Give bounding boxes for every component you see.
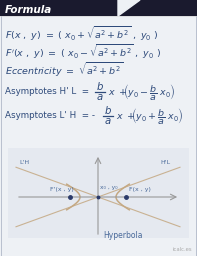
Text: $F(x\ ,\ y)\ =\ (\ x_0 + \sqrt{a^2+b^2}\ ,\ y_0\ )$: $F(x\ ,\ y)\ =\ (\ x_0 + \sqrt{a^2+b^2}\… bbox=[5, 25, 158, 43]
Text: F'(x , y): F'(x , y) bbox=[50, 187, 74, 193]
Text: $Eccentricity\ =\ \sqrt{a^2+b^2}$: $Eccentricity\ =\ \sqrt{a^2+b^2}$ bbox=[5, 61, 123, 79]
Text: icalc.es: icalc.es bbox=[172, 247, 192, 252]
Text: b: b bbox=[97, 82, 103, 92]
Text: Asymptotes L' H  = -: Asymptotes L' H = - bbox=[5, 112, 95, 121]
Text: $x\ +$: $x\ +$ bbox=[116, 111, 136, 121]
Text: Asymptotes H' L  =: Asymptotes H' L = bbox=[5, 88, 89, 97]
FancyBboxPatch shape bbox=[8, 148, 189, 238]
FancyBboxPatch shape bbox=[0, 0, 197, 16]
Text: a: a bbox=[97, 92, 103, 102]
Text: Hyperbola: Hyperbola bbox=[103, 231, 143, 240]
Text: $\left(y_0 + \dfrac{b}{a}\ x_0\right)$: $\left(y_0 + \dfrac{b}{a}\ x_0\right)$ bbox=[131, 106, 184, 126]
Text: $x\ +$: $x\ +$ bbox=[108, 87, 128, 97]
Text: a: a bbox=[105, 116, 111, 126]
Text: F(x , y): F(x , y) bbox=[129, 187, 151, 193]
Polygon shape bbox=[118, 0, 140, 16]
Text: b: b bbox=[105, 106, 111, 116]
Text: $\left(y_0 - \dfrac{b}{a}\ x_0\right)$: $\left(y_0 - \dfrac{b}{a}\ x_0\right)$ bbox=[123, 82, 176, 102]
Text: $F'(x\ ,\ y)\ =\ (\ x_0 - \sqrt{a^2+b^2}\ ,\ y_0\ )$: $F'(x\ ,\ y)\ =\ (\ x_0 - \sqrt{a^2+b^2}… bbox=[5, 43, 161, 61]
Text: Formula: Formula bbox=[5, 5, 52, 15]
Text: L'H: L'H bbox=[19, 160, 29, 165]
Text: H'L: H'L bbox=[160, 160, 170, 165]
Text: x₀ , y₀: x₀ , y₀ bbox=[100, 186, 118, 190]
